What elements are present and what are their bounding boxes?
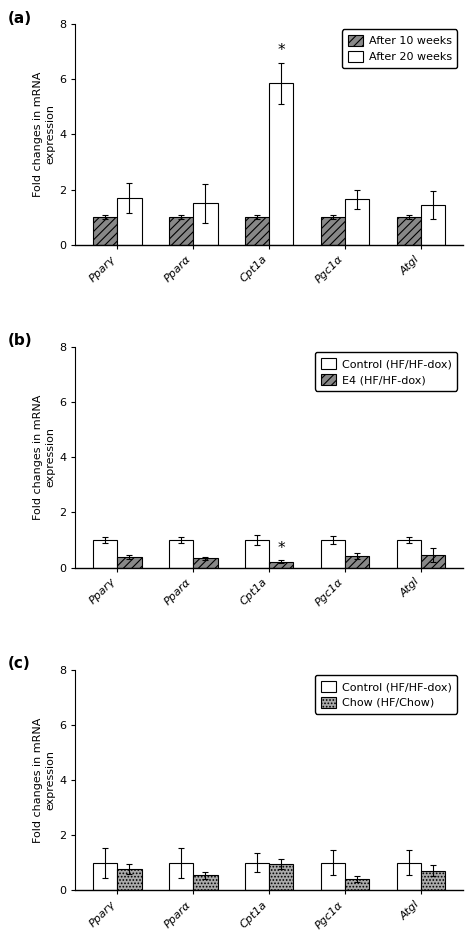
Bar xyxy=(345,879,369,890)
Y-axis label: Fold changes in mRNA
expression: Fold changes in mRNA expression xyxy=(34,717,55,843)
Bar xyxy=(93,218,117,245)
Bar xyxy=(245,218,269,245)
Text: (a): (a) xyxy=(8,10,32,25)
Bar xyxy=(321,863,345,890)
Bar xyxy=(345,200,369,245)
Legend: After 10 weeks, After 20 weeks: After 10 weeks, After 20 weeks xyxy=(342,29,457,68)
Bar xyxy=(269,864,293,890)
Bar xyxy=(193,559,218,568)
Bar xyxy=(193,203,218,245)
Bar xyxy=(117,198,142,245)
Bar xyxy=(245,540,269,568)
Bar xyxy=(421,204,445,245)
Bar xyxy=(269,83,293,245)
Bar xyxy=(345,556,369,568)
Bar xyxy=(269,561,293,568)
Bar xyxy=(93,863,117,890)
Text: *: * xyxy=(277,541,285,556)
Bar xyxy=(397,863,421,890)
Y-axis label: Fold changes in mRNA
expression: Fold changes in mRNA expression xyxy=(34,72,55,197)
Bar xyxy=(169,540,193,568)
Bar xyxy=(117,557,142,568)
Bar xyxy=(397,540,421,568)
Bar xyxy=(421,555,445,568)
Bar xyxy=(169,863,193,890)
Legend: Control (HF/HF-dox), Chow (HF/Chow): Control (HF/HF-dox), Chow (HF/Chow) xyxy=(315,675,457,713)
Text: *: * xyxy=(277,43,285,58)
Bar xyxy=(245,863,269,890)
Bar xyxy=(397,218,421,245)
Bar xyxy=(193,875,218,890)
Text: (b): (b) xyxy=(8,333,32,349)
Legend: Control (HF/HF-dox), E4 (HF/HF-dox): Control (HF/HF-dox), E4 (HF/HF-dox) xyxy=(315,352,457,391)
Bar xyxy=(321,218,345,245)
Bar xyxy=(169,218,193,245)
Bar xyxy=(421,870,445,890)
Bar xyxy=(321,540,345,568)
Bar xyxy=(93,540,117,568)
Bar xyxy=(117,869,142,890)
Y-axis label: Fold changes in mRNA
expression: Fold changes in mRNA expression xyxy=(34,395,55,520)
Text: (c): (c) xyxy=(8,657,30,672)
